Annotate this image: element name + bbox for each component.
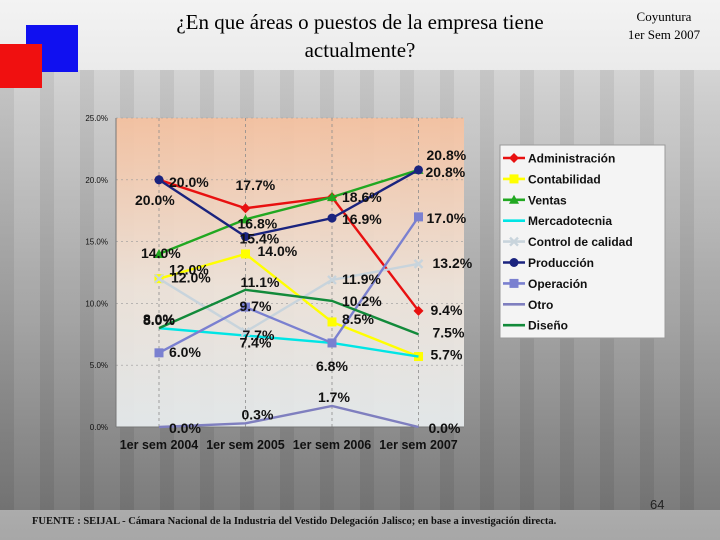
series-line-otro [158,404,419,429]
data-point-contabilidad [241,249,250,259]
data-point-administracion [413,305,424,316]
data-label-administracion: 20.0% [169,174,209,190]
data-point-produccion [241,232,250,242]
legend-label-diseno: Diseño [528,319,568,333]
data-label-mercadotecnia: 8.0% [143,312,175,328]
series-line-control-de-calidad [158,262,419,334]
series-line-contabilidad [158,252,419,358]
data-point-ventas [154,248,164,258]
page-number: 64 [650,497,665,512]
data-label-produccion: 20.8% [426,164,466,180]
data-label-mercadotecnia: 6.8% [316,358,348,374]
series-line-diseno [158,288,419,336]
data-point-produccion [154,175,164,185]
data-point-contabilidad [327,317,337,327]
legend-marker-control-de-calidad [509,236,519,247]
data-label-ventas: 20.8% [427,147,467,163]
legend-label-produccion: Producción [528,256,594,270]
data-point-administracion [240,203,251,214]
y-tick-label: 5.0% [90,361,108,370]
legend-label-contabilidad: Contabilidad [528,172,601,186]
data-point-operacion [414,212,423,222]
data-label-otro: 1.7% [318,389,350,405]
legend-label-operacion: Operación [528,277,587,291]
data-point-ventas [327,192,337,202]
title-line-1: ¿En que áreas o puestos de la empresa ti… [176,10,544,34]
data-label-administracion: 18.6% [342,189,382,205]
legend-marker-operacion [509,278,519,288]
legend-marker-contabilidad [509,174,519,184]
data-point-control-de-calidad [240,326,251,337]
y-tick-label: 20.0% [85,176,108,185]
title-line-2: actualmente? [304,38,416,62]
source-footer: FUENTE : SEIJAL - Cámara Nacional de la … [32,516,557,527]
legend-marker-ventas [509,194,519,204]
data-point-ventas [240,214,251,224]
data-point-control-de-calidad [413,258,424,269]
page-subtitle: Coyuntura 1er Sem 2007 [610,8,718,44]
series-line-administracion [158,178,420,312]
x-tick-label: 1er sem 2005 [206,438,285,452]
series-line-operacion [158,216,420,354]
data-label-diseno: 7.5% [433,324,465,340]
data-label-diseno: 10.2% [342,293,382,309]
data-point-control-de-calidad [154,273,164,284]
y-tick-label: 0.0% [90,423,108,432]
x-tick-label: 1er sem 2007 [379,438,458,452]
data-label-administracion: 17.7% [236,177,276,193]
data-label-contabilidad: 14.0% [258,243,298,259]
y-tick-label: 15.0% [85,238,108,247]
data-label-contabilidad: 8.5% [342,311,374,327]
legend-label-mercadotecnia: Mercadotecnia [528,214,612,228]
data-label-otro: 0.0% [429,420,461,436]
y-tick-label: 10.0% [85,299,108,308]
series-line-produccion [158,168,420,238]
legend-label-administracion: Administración [528,152,615,166]
data-label-diseno: 11.1% [241,274,280,290]
y-tick-label: 25.0% [85,114,108,123]
legend-marker-administracion [509,153,519,163]
data-label-control-de-calidad: 13.2% [433,255,473,271]
data-point-operacion [327,338,337,348]
legend-label-control-de-calidad: Control de calidad [528,235,633,249]
data-label-diseno: 8.0% [143,311,175,327]
data-label-operacion: 6.0% [169,344,201,360]
data-label-ventas: 16.8% [238,215,278,231]
subtitle-line-1: Coyuntura [636,9,692,24]
subtitle-line-2: 1er Sem 2007 [627,27,701,42]
decorative-red-square [0,44,42,88]
data-label-contabilidad: 12.0% [171,270,211,286]
series-line-mercadotecnia [158,326,419,358]
data-label-mercadotecnia: 7.4% [240,335,272,351]
x-tick-label: 1er sem 2004 [120,438,199,452]
data-point-produccion [327,213,337,223]
data-label-control-de-calidad: 7.7% [243,327,275,343]
data-label-produccion: 16.9% [342,211,382,227]
legend-box [499,144,666,339]
data-label-control-de-calidad: 12.0% [169,262,209,278]
data-point-operacion [154,348,164,358]
data-label-ventas: 14.0% [141,245,181,261]
data-label-otro: 0.3% [242,406,274,422]
data-label-produccion: 20.0% [135,192,175,208]
data-point-produccion [414,165,423,175]
data-label-operacion: 17.0% [427,210,467,226]
data-label-contabilidad: 5.7% [431,347,463,363]
data-label-administracion: 9.4% [431,302,463,318]
data-label-produccion: 15.4% [240,231,280,247]
plot-area [116,118,464,427]
legend-marker-produccion [509,258,519,267]
series-line-ventas [158,168,419,256]
data-label-control-de-calidad: 11.9% [342,271,381,287]
data-label-otro: 0.0% [169,420,201,436]
page-title: ¿En que áreas o puestos de la empresa ti… [110,8,610,64]
data-point-operacion [241,302,250,312]
legend-label-ventas: Ventas [528,193,567,207]
data-point-control-de-calidad [327,275,337,285]
x-tick-label: 1er sem 2006 [293,438,372,452]
legend-label-otro: Otro [528,298,553,312]
data-label-operacion: 9.7% [240,298,272,314]
